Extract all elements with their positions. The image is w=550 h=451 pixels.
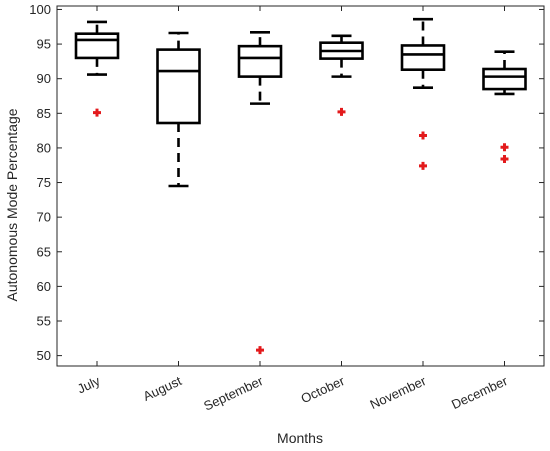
y-tick-label: 85 — [37, 106, 51, 121]
y-tick-label: 95 — [37, 37, 51, 52]
outlier-marker — [256, 346, 264, 355]
x-tick-label: December — [449, 373, 510, 412]
outlier-marker — [500, 143, 509, 152]
outlier-marker — [419, 161, 427, 170]
y-tick-label: 75 — [37, 175, 51, 190]
outlier-marker — [419, 131, 427, 140]
box-november — [400, 44, 446, 71]
y-tick-label: 90 — [37, 71, 51, 86]
outlier-marker — [500, 155, 509, 163]
axes-frame — [56, 5, 545, 367]
y-axis-label: Autonomous Mode Percentage — [4, 108, 20, 301]
x-tick-label: November — [368, 373, 429, 412]
box-december — [482, 67, 527, 91]
y-tick-label: 60 — [37, 279, 51, 294]
x-tick-label: July — [75, 373, 103, 397]
y-tick-label: 65 — [37, 244, 51, 259]
plot-area: 50 55 60 65 70 75 80 85 90 95 100 July August Septemb… — [29, 2, 545, 414]
box-august — [156, 48, 201, 125]
box-july — [74, 32, 120, 60]
y-tick-label: 50 — [37, 348, 51, 363]
y-tick-label: 80 — [37, 140, 51, 155]
outlier-marker — [337, 107, 346, 116]
x-tick-label: October — [299, 373, 348, 406]
x-tick-label: September — [201, 373, 266, 414]
y-tick-label: 55 — [37, 314, 51, 329]
outlier-marker — [93, 108, 101, 117]
x-axis-label: Months — [277, 430, 323, 446]
x-tick-label: August — [141, 373, 184, 404]
y-tick-label: 70 — [37, 210, 51, 225]
y-tick-label: 100 — [29, 2, 51, 17]
box-september — [237, 44, 283, 78]
